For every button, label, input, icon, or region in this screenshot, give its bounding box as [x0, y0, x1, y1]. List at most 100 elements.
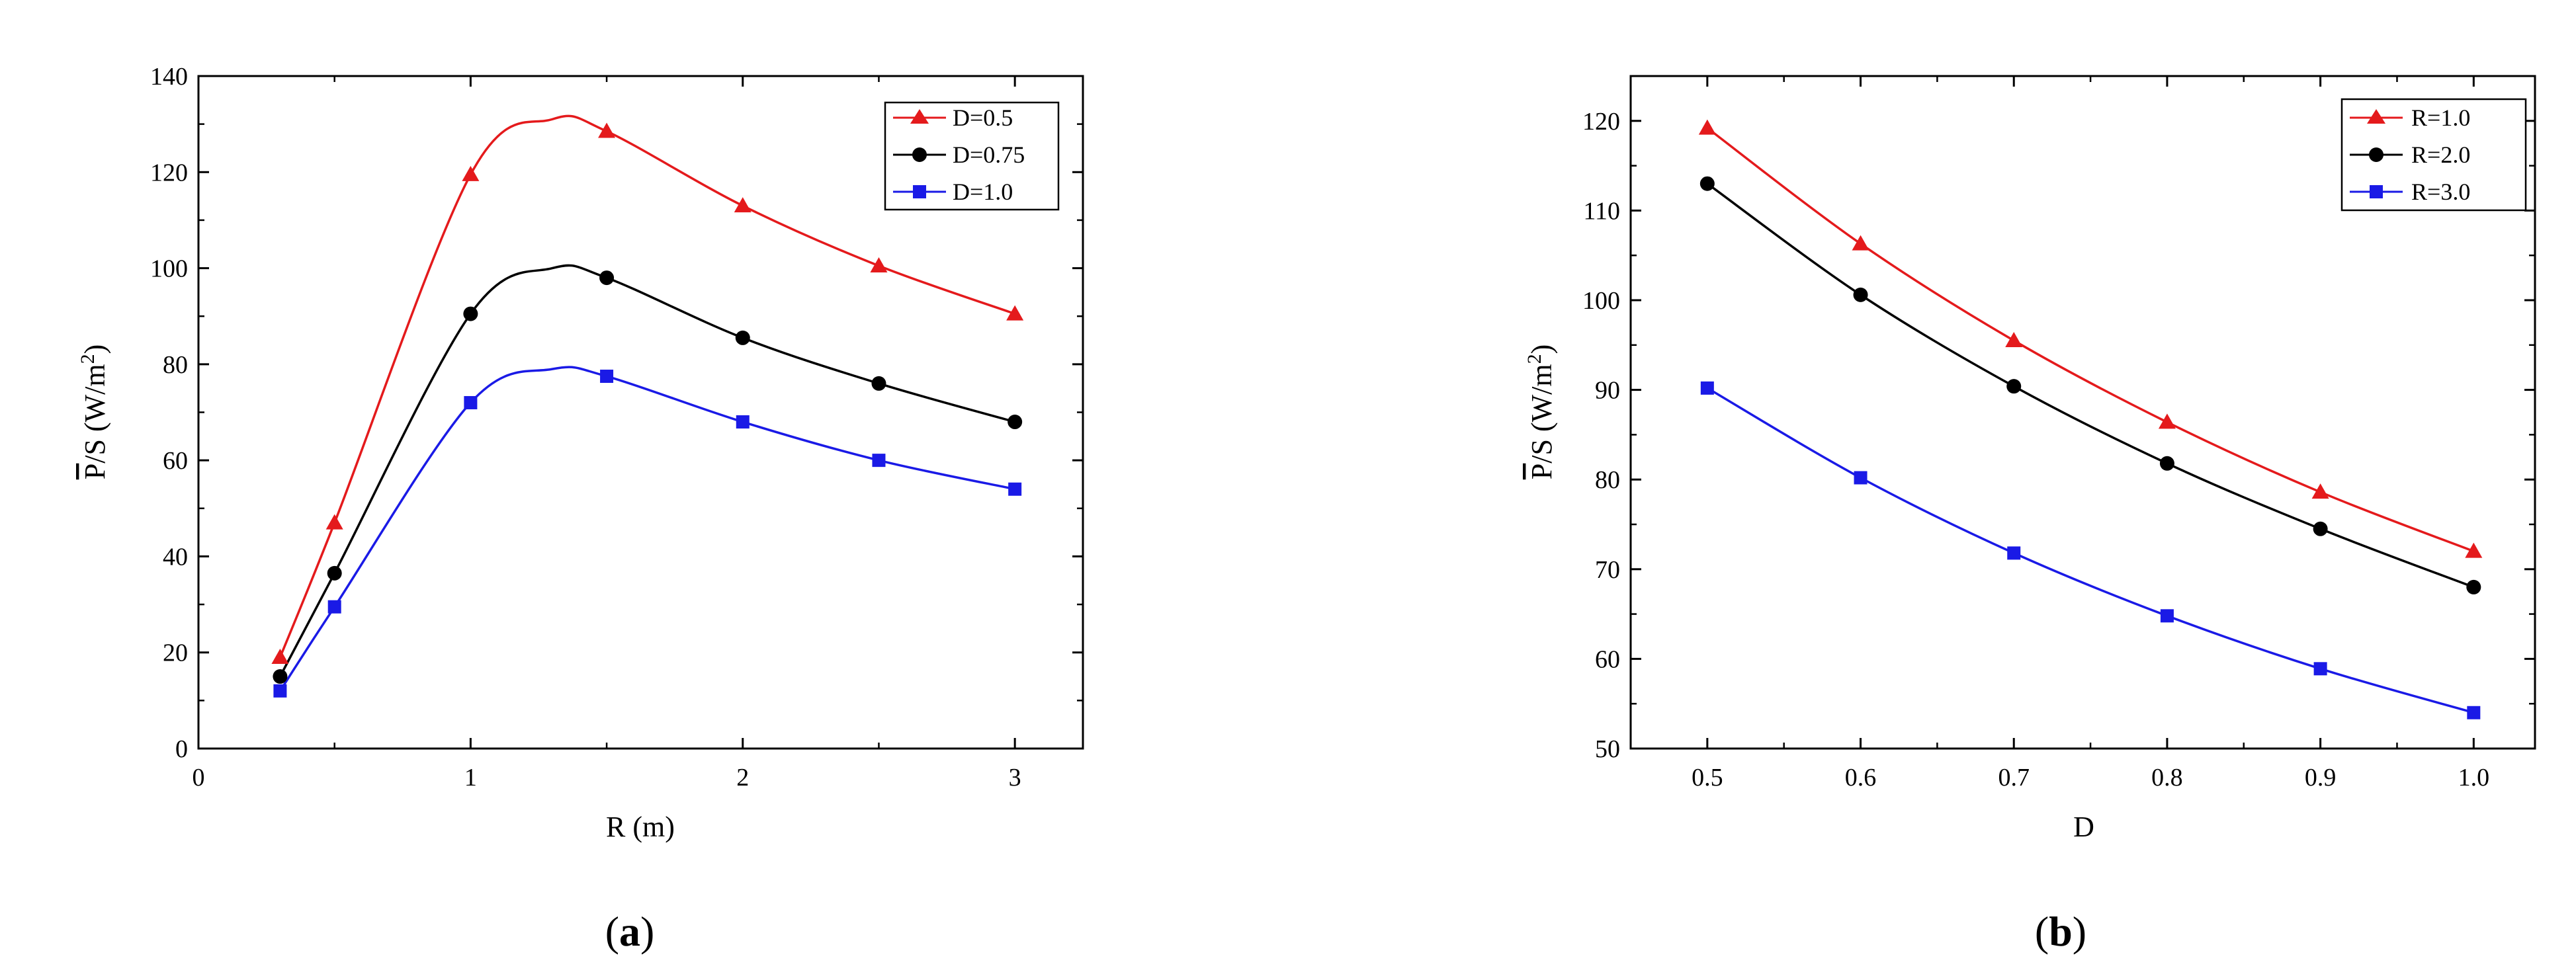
y-tick-label: 60: [1595, 645, 1620, 673]
y-axis-title-b: P/S (W/m2): [1524, 345, 1558, 479]
legend-label: R=1.0: [2411, 104, 2470, 131]
y-axis-title-a-p: P: [79, 464, 111, 479]
series-line-R=3.0: [1706, 387, 2474, 714]
data-point: [273, 684, 287, 698]
y-tick-label: 140: [150, 63, 188, 91]
series-line-D=0.75: [279, 264, 1015, 677]
y-tick-label: 50: [1595, 735, 1620, 763]
legend-a: D=0.5 D=0.75 D=1.0: [884, 101, 1060, 211]
y-tick-label: 20: [163, 639, 188, 667]
x-axis-title-a: R (m): [606, 811, 675, 843]
y-tick-label: 110: [1583, 197, 1620, 225]
legend-b: R=1.0 R=2.0 R=3.0: [2340, 98, 2527, 212]
legend-marker-square: [913, 185, 926, 198]
legend-marker-triangle: [910, 109, 929, 124]
y-axis-title-a-sup: 2: [77, 354, 99, 364]
x-tick-label: 2: [736, 764, 749, 792]
legend-marker-circle: [912, 147, 927, 162]
x-tick-label: 0.6: [1845, 764, 1877, 792]
data-point: [736, 415, 750, 429]
data-point: [872, 454, 886, 468]
y-tick-label: 0: [175, 735, 188, 763]
panel-label-b-close: ): [2073, 908, 2086, 955]
y-axis-title-b-sup: 2: [1524, 354, 1545, 364]
data-point: [2467, 706, 2481, 719]
curves-b: [1706, 127, 2474, 714]
y-axis-title-a-main: /S (W/m: [79, 364, 111, 463]
y-tick-label: 120: [150, 159, 188, 186]
data-point: [464, 395, 478, 409]
data-point: [2465, 542, 2483, 558]
x-tick-label: 1: [464, 764, 477, 792]
data-point: [2160, 609, 2174, 623]
data-point: [2313, 521, 2328, 536]
x-tick-label: 0.8: [2151, 764, 2183, 792]
data-point: [871, 376, 886, 391]
series-line-D=1.0: [279, 366, 1015, 692]
legend-label: D=0.75: [953, 142, 1025, 168]
data-point: [600, 370, 614, 384]
panel-label-a-letter: a: [619, 908, 640, 955]
legend-marker-square: [2370, 185, 2383, 198]
data-point: [734, 197, 751, 213]
data-point: [2007, 546, 2021, 560]
chart-panel-b: 50 60 70 80 90 100 110 120 0.5 0.6 0.7 0.8 0.9 1.0 P/…: [1524, 75, 2536, 955]
y-tick-label: 120: [1582, 108, 1620, 136]
legend-entry-a-0: D=0.5: [893, 104, 1013, 131]
x-tick-label: 1.0: [2458, 764, 2490, 792]
data-point: [1853, 287, 1868, 302]
y-axis-title-b-main: /S (W/m: [1525, 364, 1558, 463]
panel-label-b-letter: b: [2049, 908, 2073, 955]
data-point: [1698, 119, 1716, 135]
legend-marker-circle: [2369, 147, 2383, 162]
x-tick-label: 0.7: [1998, 764, 2030, 792]
y-tick-label: 80: [1595, 466, 1620, 494]
y-tick-label: 80: [163, 351, 188, 379]
markers-a: [271, 122, 1024, 698]
series-line-D=0.5: [279, 114, 1015, 658]
panel-label-a-close: ): [640, 908, 654, 955]
y-tick-label: 70: [1595, 556, 1620, 584]
panel-label-a: (a): [605, 908, 655, 955]
legend-entry-b-1: R=2.0: [2350, 142, 2470, 168]
panel-label-b-open: (: [2035, 908, 2049, 955]
legend-label: R=3.0: [2411, 179, 2470, 205]
data-point: [2313, 662, 2327, 676]
x-tick-label: 0.5: [1692, 764, 1723, 792]
data-point: [273, 669, 288, 684]
y-tick-label: 100: [1582, 287, 1620, 315]
data-point: [1008, 415, 1023, 430]
data-point: [1008, 482, 1022, 496]
data-point: [271, 648, 289, 664]
y-tick-label: 60: [163, 447, 188, 475]
data-point: [463, 306, 478, 321]
x-tick-label: 0.9: [2305, 764, 2337, 792]
y-axis-title-b-close: ): [1525, 345, 1558, 354]
legend-marker-triangle: [2367, 109, 2385, 124]
curves-a: [279, 114, 1015, 692]
x-tick-label: 3: [1009, 764, 1021, 792]
legend-label: D=1.0: [953, 179, 1013, 205]
markers-b: [1698, 119, 2483, 719]
legend-entry-b-2: R=3.0: [2350, 179, 2470, 205]
data-point: [2158, 413, 2176, 429]
y-axis-title-a-close: ): [79, 345, 111, 354]
data-point: [735, 330, 750, 345]
data-point: [2005, 332, 2023, 348]
data-point: [1852, 235, 1869, 251]
data-point: [462, 165, 480, 181]
y-tick-label: 100: [150, 255, 188, 283]
data-point: [2466, 579, 2481, 594]
legend-entry-a-1: D=0.75: [893, 142, 1025, 168]
data-point: [2311, 483, 2329, 499]
series-line-R=2.0: [1706, 183, 2474, 589]
data-point: [2006, 379, 2022, 394]
axis-ticks-b: 50 60 70 80 90 100 110 120 0.5 0.6 0.7 0.8 0.9 1.0: [1582, 76, 2535, 792]
data-point: [870, 257, 888, 272]
data-point: [598, 122, 616, 138]
data-point: [325, 514, 343, 530]
x-axis-title-b: D: [2073, 811, 2094, 843]
data-point: [327, 600, 341, 614]
y-tick-label: 90: [1595, 377, 1620, 405]
